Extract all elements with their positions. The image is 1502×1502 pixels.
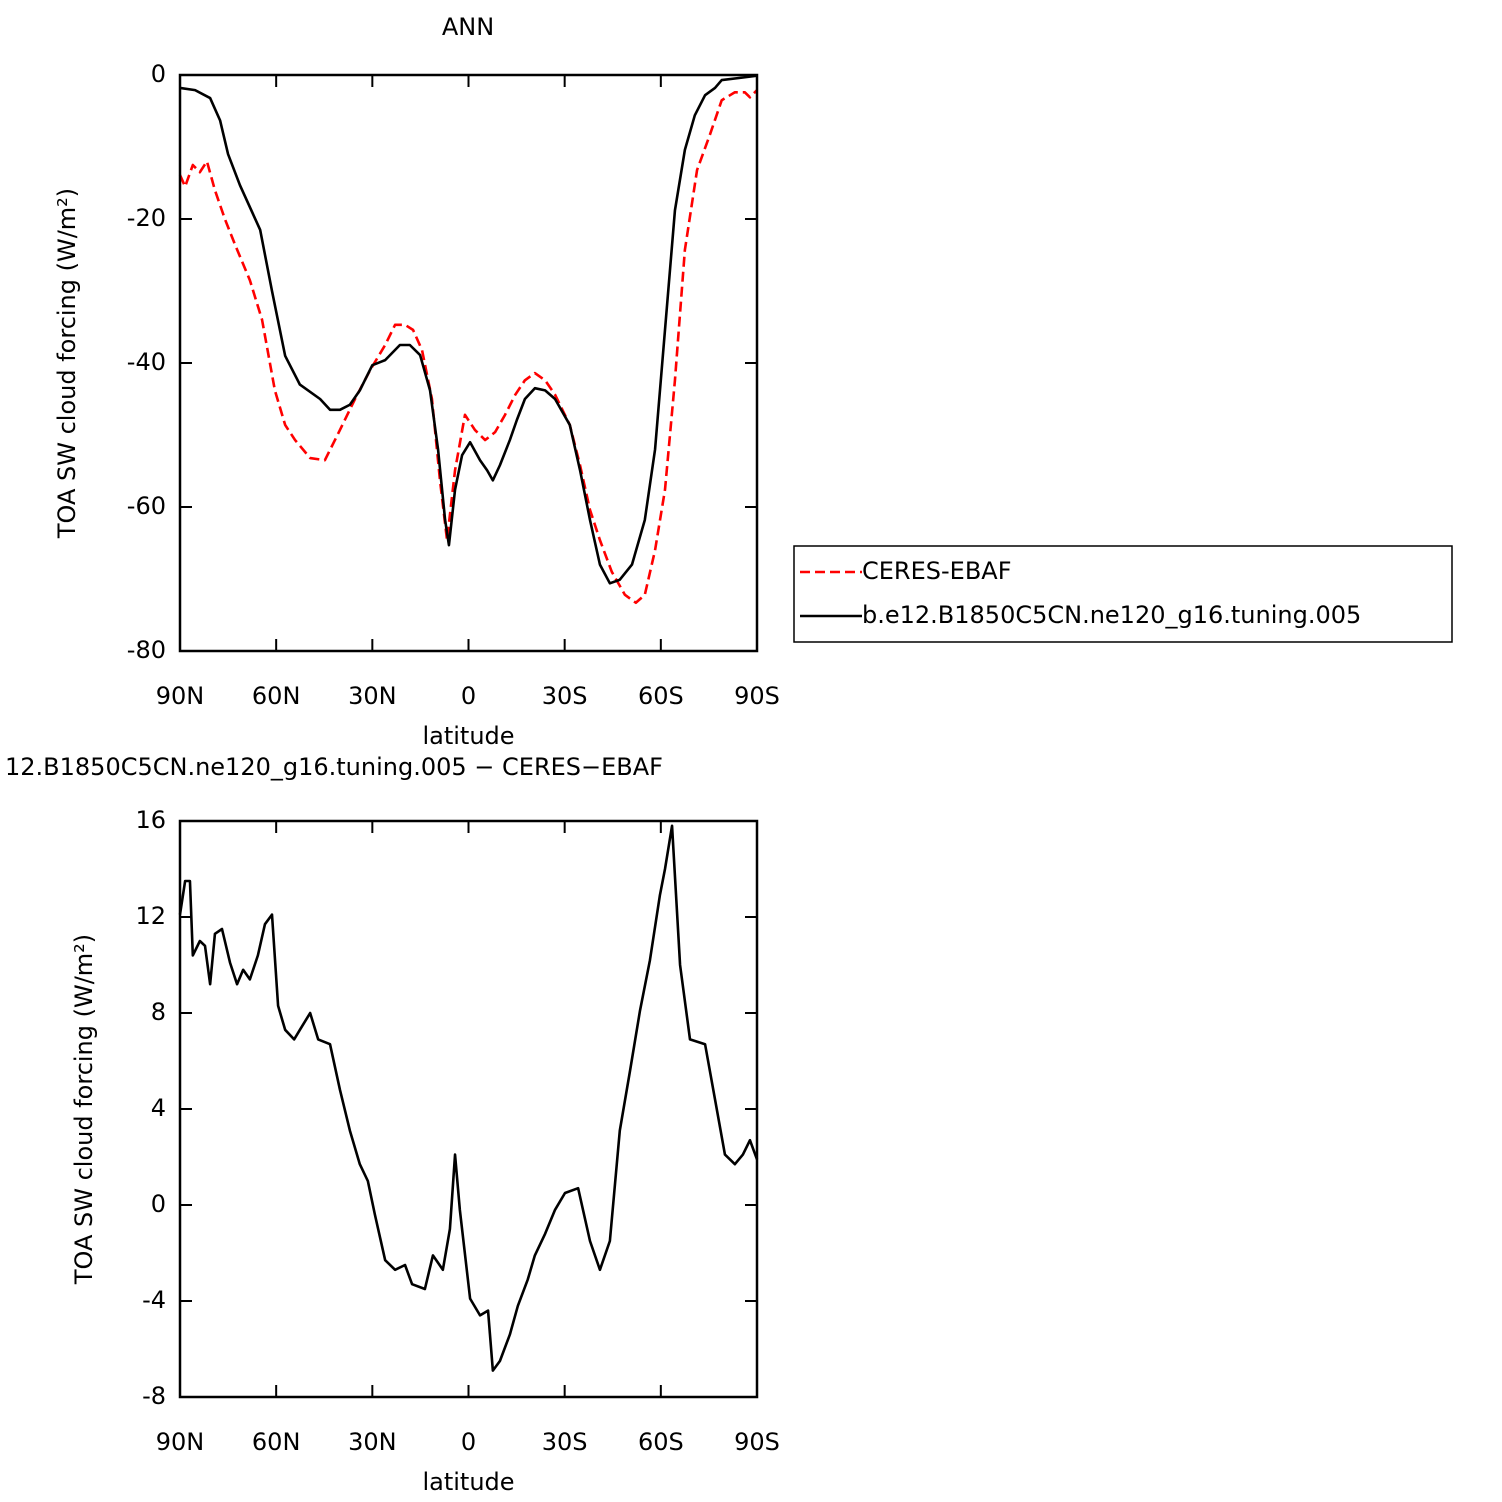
x-tick-label: 30N — [348, 682, 397, 710]
series-line — [178, 824, 759, 1372]
y-tick-label: -60 — [127, 492, 166, 520]
x-axis-label: latitude — [422, 1468, 514, 1496]
x-tick-label: 0 — [461, 1428, 476, 1456]
y-tick-label: 8 — [151, 998, 166, 1026]
x-tick-label: 90N — [156, 1428, 205, 1456]
x-tick-label: 30S — [542, 1428, 588, 1456]
legend-label: b.e12.B1850C5CN.ne120_g16.tuning.005 — [862, 601, 1361, 629]
chart-title: ANN — [442, 13, 494, 41]
series-line — [178, 89, 758, 605]
x-tick-label: 30S — [542, 682, 588, 710]
y-tick-label: 16 — [135, 806, 166, 834]
y-axis-label: TOA SW cloud forcing (W/m²) — [53, 188, 81, 539]
y-tick-label: -8 — [142, 1382, 166, 1410]
chart-title: 12.B1850C5CN.ne120_g16.tuning.005 − CERE… — [5, 753, 663, 781]
x-tick-label: 90N — [156, 682, 205, 710]
y-axis-label: TOA SW cloud forcing (W/m²) — [70, 934, 98, 1285]
y-tick-label: -20 — [127, 204, 166, 232]
x-tick-label: 30N — [348, 1428, 397, 1456]
legend-box — [793, 545, 1453, 643]
y-tick-label: -80 — [127, 636, 166, 664]
series-line — [179, 74, 758, 585]
y-tick-label: 4 — [151, 1094, 166, 1122]
x-tick-label: 60S — [638, 1428, 684, 1456]
x-tick-label: 60N — [252, 1428, 301, 1456]
legend-label: CERES-EBAF — [862, 557, 1012, 585]
x-axis-label: latitude — [422, 722, 514, 750]
x-tick-label: 60S — [638, 682, 684, 710]
plot-frame — [178, 819, 759, 1399]
y-tick-label: 0 — [151, 1190, 166, 1218]
x-tick-label: 0 — [461, 682, 476, 710]
x-tick-label: 60N — [252, 682, 301, 710]
y-tick-label: -40 — [127, 348, 166, 376]
x-tick-label: 90S — [734, 1428, 780, 1456]
x-tick-label: 90S — [734, 682, 780, 710]
plot-frame — [178, 73, 759, 653]
y-tick-label: 0 — [151, 60, 166, 88]
y-tick-label: -4 — [142, 1286, 166, 1314]
y-tick-label: 12 — [135, 902, 166, 930]
